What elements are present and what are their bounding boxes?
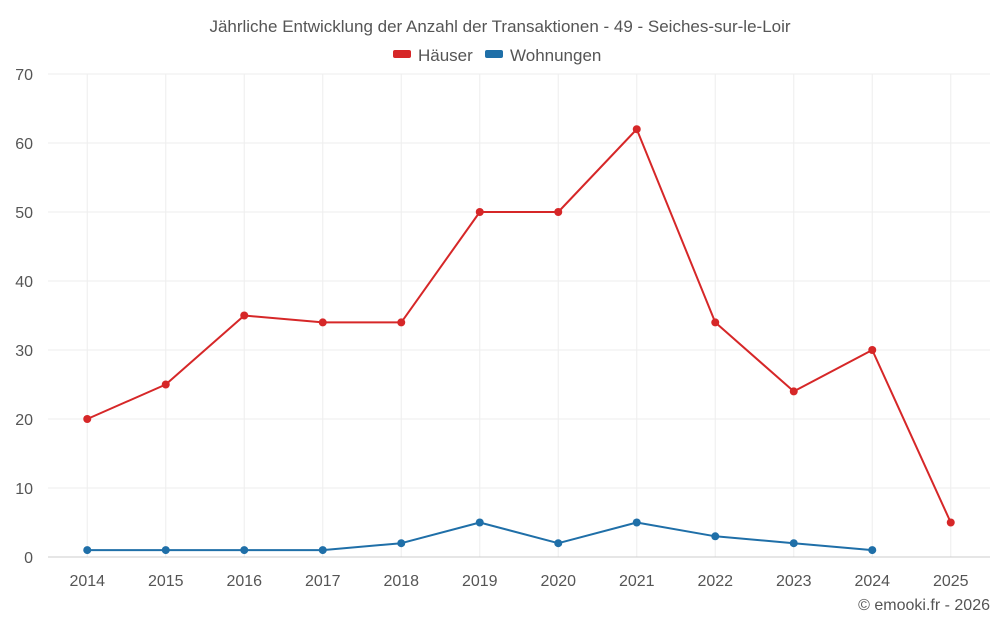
grid (48, 73, 990, 558)
data-point-wohnungen[interactable] (711, 532, 720, 541)
data-point-haeuser[interactable] (83, 415, 92, 423)
y-axis: 0 10 20 30 40 50 60 70 (15, 67, 33, 567)
y-tick-label: 10 (15, 481, 33, 498)
data-point-wohnungen[interactable] (318, 546, 327, 555)
legend-swatch-haeuser (393, 50, 411, 58)
legend-item-haeuser[interactable]: Häuser (393, 46, 473, 65)
y-tick-label: 50 (15, 205, 33, 222)
y-tick-label: 60 (15, 136, 33, 153)
legend: Häuser Wohnungen (393, 46, 601, 65)
x-tick-label: 2015 (148, 573, 184, 590)
y-tick-label: 40 (15, 274, 33, 291)
data-point-wohnungen[interactable] (397, 539, 406, 548)
x-tick-label: 2025 (933, 573, 969, 590)
x-axis: 2014 2015 2016 2017 2018 2019 2020 2021 2022 2023… (69, 573, 968, 590)
x-tick-label: 2016 (226, 573, 262, 590)
data-point-wohnungen[interactable] (632, 518, 641, 527)
data-point-haeuser[interactable] (711, 318, 720, 327)
x-tick-label: 2019 (462, 573, 498, 590)
data-point-haeuser[interactable] (475, 208, 484, 216)
data-point-wohnungen[interactable] (789, 539, 798, 548)
data-point-haeuser[interactable] (554, 208, 563, 216)
data-point-haeuser[interactable] (632, 125, 641, 134)
x-tick-label: 2017 (305, 573, 341, 590)
x-tick-label: 2021 (619, 573, 655, 590)
data-point-wohnungen[interactable] (161, 546, 170, 555)
x-tick-label: 2022 (697, 573, 733, 590)
x-tick-label: 2014 (69, 573, 105, 590)
x-tick-label: 2020 (540, 573, 576, 590)
data-point-haeuser[interactable] (868, 346, 877, 354)
data-point-haeuser[interactable] (397, 318, 406, 327)
legend-label-wohnungen: Wohnungen (510, 46, 601, 65)
x-tick-label: 2024 (854, 573, 890, 590)
data-point-wohnungen[interactable] (83, 546, 92, 555)
x-tick-label: 2018 (383, 573, 419, 590)
data-point-haeuser[interactable] (240, 311, 249, 320)
y-tick-label: 30 (15, 343, 33, 360)
chart-title: Jährliche Entwicklung der Anzahl der Tra… (209, 17, 790, 36)
x-tick-label: 2023 (776, 573, 812, 590)
series-line-haeuser (86, 128, 952, 523)
y-tick-label: 20 (15, 412, 33, 429)
legend-item-wohnungen[interactable]: Wohnungen (485, 46, 601, 65)
data-point-haeuser[interactable] (161, 380, 170, 389)
legend-swatch-wohnungen (485, 50, 503, 58)
data-point-wohnungen[interactable] (475, 518, 484, 527)
y-tick-label: 0 (24, 550, 33, 567)
data-point-haeuser[interactable] (946, 518, 955, 527)
data-point-wohnungen[interactable] (240, 546, 249, 555)
legend-label-haeuser: Häuser (418, 46, 473, 65)
data-point-wohnungen[interactable] (554, 539, 563, 548)
series-layer (83, 125, 955, 555)
data-point-wohnungen[interactable] (868, 546, 877, 555)
data-point-haeuser[interactable] (789, 387, 798, 396)
credit-text: © emooki.fr - 2026 (858, 597, 990, 614)
data-point-haeuser[interactable] (318, 318, 327, 327)
y-tick-label: 70 (15, 67, 33, 84)
